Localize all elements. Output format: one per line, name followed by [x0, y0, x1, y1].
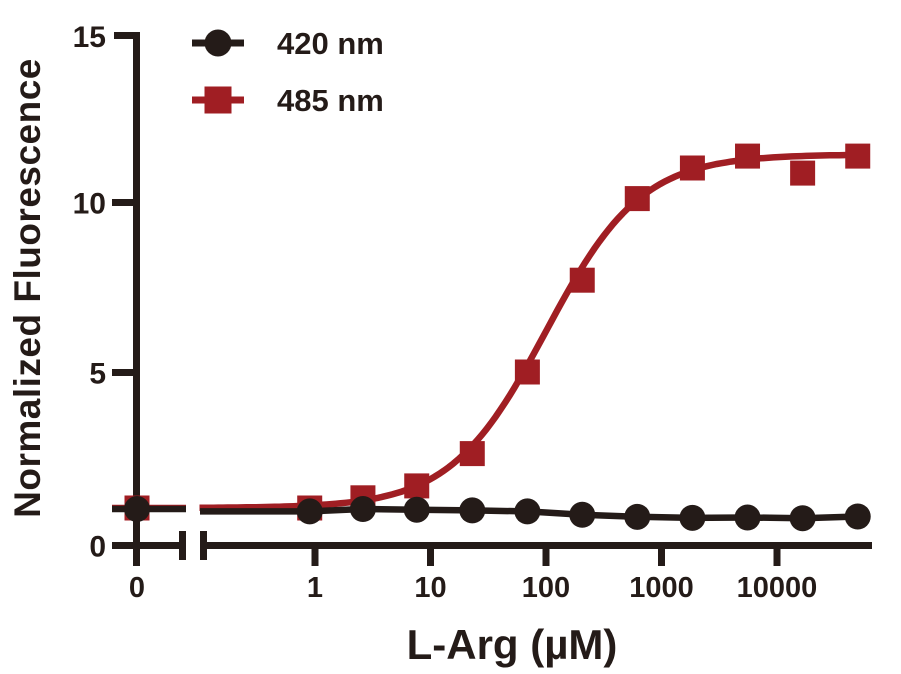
x-tick-label-10000: 10000 — [737, 572, 818, 604]
y-axis — [112, 32, 140, 566]
data-point-circle — [734, 504, 761, 531]
data-point-square — [404, 473, 430, 499]
x-tick-label-1: 1 — [307, 572, 323, 604]
data-point-square — [735, 143, 761, 169]
y-tick-label-5: 5 — [89, 358, 106, 391]
y-tick-label-10: 10 — [73, 188, 106, 221]
x-tick-label-10: 10 — [414, 572, 446, 604]
data-point-circle — [349, 496, 376, 523]
x-axis-title: L-Arg (µM) — [407, 621, 618, 668]
x-axis-zero-endcap — [179, 531, 186, 560]
fit-curve — [199, 151, 858, 511]
legend: 420 nm 485 nm — [192, 26, 384, 118]
legend-label-485: 485 nm — [277, 83, 384, 118]
data-point-circle — [679, 504, 706, 531]
x-axis-zero-line — [112, 542, 186, 549]
data-point-square — [790, 160, 816, 186]
legend-label-420: 420 nm — [277, 26, 384, 61]
x-axis-zero-segment — [112, 531, 186, 560]
x-tick-label-zero: 0 — [129, 572, 145, 604]
series-420nm — [112, 496, 871, 532]
legend-item-420nm: 420 nm — [192, 26, 384, 61]
x-tick-label-1000: 1000 — [629, 572, 694, 604]
legend-circle-marker-icon — [204, 29, 232, 57]
data-point-square — [514, 359, 540, 385]
y-tick-label-0: 0 — [89, 531, 106, 564]
data-point-circle — [514, 498, 541, 525]
x-axis-startcap — [200, 531, 207, 560]
x-axis-line — [200, 542, 872, 549]
data-point-circle — [624, 503, 651, 530]
data-point-circle — [124, 496, 150, 523]
y-axis-line — [133, 32, 140, 566]
x-tick-10000 — [773, 542, 781, 566]
data-point-circle — [296, 498, 323, 525]
series-485nm — [112, 143, 871, 521]
data-point-square — [845, 143, 871, 169]
x-tick-1 — [311, 542, 319, 566]
y-tick-10 — [112, 199, 133, 206]
data-point-square — [459, 441, 485, 467]
x-tick-100 — [542, 542, 550, 566]
x-tick-label-100: 100 — [522, 572, 570, 604]
y-tick-label-15: 15 — [73, 21, 106, 54]
y-tick-5 — [112, 369, 133, 376]
data-point-square — [624, 186, 650, 212]
x-tick-1000 — [658, 542, 665, 566]
legend-square-marker-icon — [204, 86, 232, 114]
data-point-circle — [789, 505, 816, 532]
x-axis-log-segment — [200, 531, 872, 566]
y-axis-title: Normalized Fluorescence — [7, 58, 48, 518]
legend-item-485nm: 485 nm — [192, 83, 384, 118]
y-tick-15 — [114, 32, 140, 39]
x-tick-10 — [427, 542, 434, 566]
data-point-circle — [844, 503, 871, 530]
data-point-circle — [569, 501, 596, 528]
data-point-circle — [459, 497, 486, 524]
data-point-square — [679, 155, 705, 181]
data-point-circle — [403, 496, 430, 523]
data-point-square — [569, 267, 595, 293]
